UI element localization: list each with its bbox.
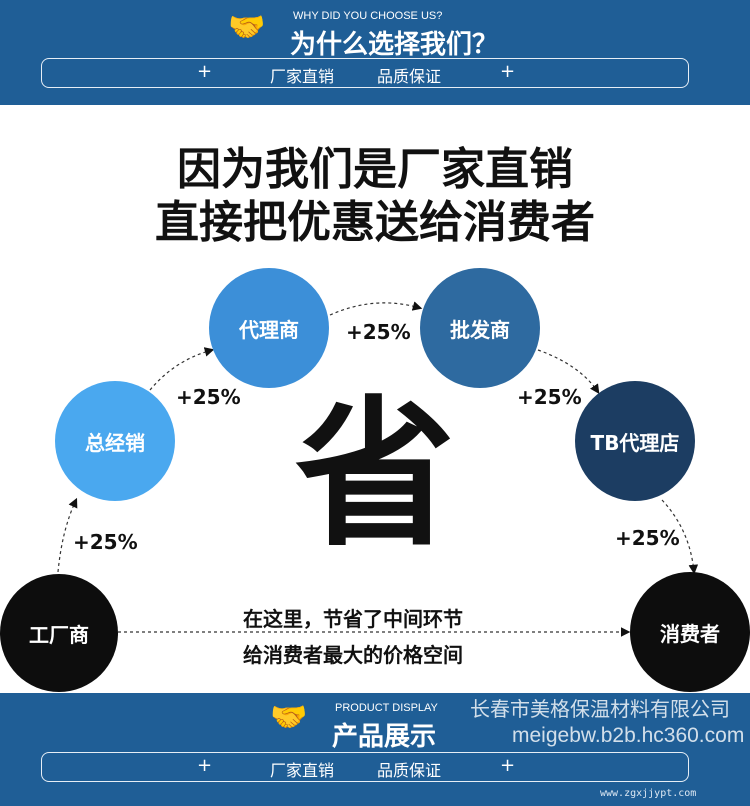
header-pill: + 厂家直销 品质保证 +	[41, 58, 689, 88]
message-line1: 在这里，节省了中间环节	[243, 607, 463, 631]
headline-line1: 因为我们是厂家直销	[177, 144, 573, 195]
plus-icon: +	[500, 61, 516, 82]
headline-line2: 直接把优惠送给消费者	[155, 197, 595, 248]
arrow	[149, 347, 215, 391]
pill-right: 品质保证	[377, 761, 442, 780]
pill-right: 品质保证	[377, 67, 442, 86]
markup-label: +25%	[517, 385, 582, 409]
arrow	[57, 497, 78, 573]
markup-label: +25%	[615, 526, 680, 550]
plus-icon: +	[500, 755, 516, 776]
save-character: 省	[295, 381, 456, 568]
node-wholesaler: 批发商	[420, 268, 540, 388]
header-subtitle: WHY DID YOU CHOOSE US?	[293, 10, 443, 22]
pill-left: 厂家直销	[270, 67, 335, 86]
message-line2: 给消费者最大的价格空间	[243, 643, 463, 667]
footer-subtitle: PRODUCT DISPLAY	[335, 702, 438, 714]
plus-icon: +	[197, 61, 213, 82]
arrow	[329, 301, 423, 316]
node-agent: 代理商	[209, 268, 329, 388]
watermark-site2: meigebw.b2b.hc360.com	[512, 724, 745, 747]
arrow	[661, 499, 699, 575]
watermark-company: 长春市美格保温材料有限公司	[470, 699, 730, 721]
pill-left: 厂家直销	[270, 761, 335, 780]
handshake-icon: 🤝	[228, 10, 266, 45]
footer-pill: + 厂家直销 品质保证 +	[41, 752, 689, 782]
arrow	[537, 349, 600, 394]
markup-label: +25%	[176, 385, 241, 409]
watermark-site1: www.zgxjjypt.com	[600, 788, 697, 799]
markup-label: +25%	[346, 320, 411, 344]
node-consumer: 消费者	[630, 572, 750, 692]
footer-banner: 🤝 PRODUCT DISPLAY 产品展示 + 厂家直销 品质保证 + 长春市…	[0, 693, 750, 806]
header-banner: 🤝 WHY DID YOU CHOOSE US? 为什么选择我们？ + 厂家直销…	[0, 0, 750, 105]
plus-icon: +	[197, 755, 213, 776]
handshake-icon: 🤝	[270, 700, 308, 735]
header-title: 为什么选择我们？	[290, 30, 499, 60]
node-factory: 工厂商	[0, 574, 118, 692]
node-distributor: 总经销	[55, 381, 175, 501]
markup-label: +25%	[73, 530, 138, 554]
node-tb-store: TB代理店	[575, 381, 695, 501]
footer-title: 产品展示	[332, 722, 437, 752]
